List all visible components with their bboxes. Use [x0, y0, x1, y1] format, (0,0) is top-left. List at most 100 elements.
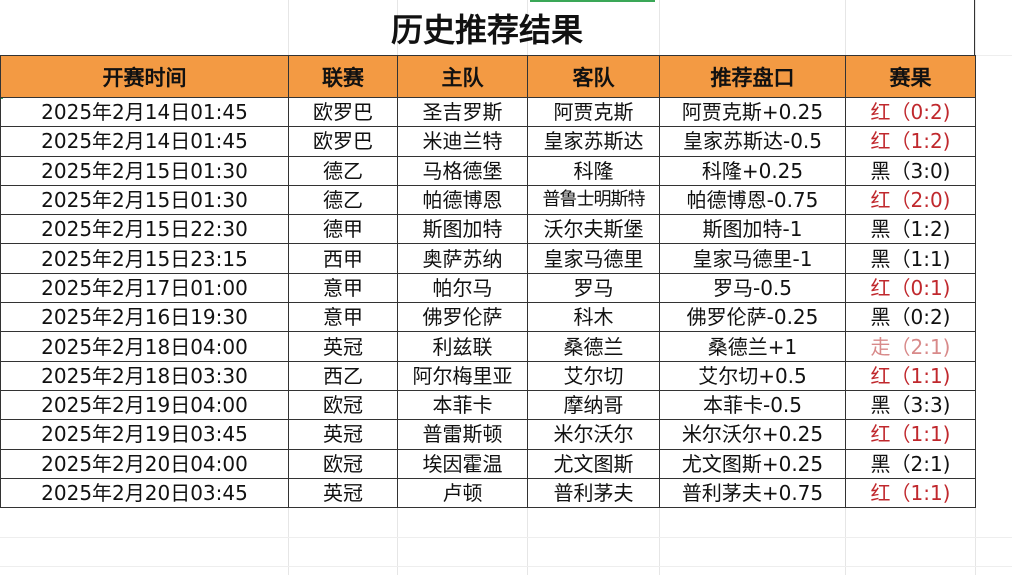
- cell-result[interactable]: 黑（1:1): [845, 243, 976, 274]
- cell-league[interactable]: 欧罗巴: [288, 126, 398, 157]
- header-pick[interactable]: 推荐盘口: [659, 55, 846, 98]
- cell-away[interactable]: 阿贾克斯: [527, 96, 660, 128]
- cell-league[interactable]: 英冠: [288, 419, 398, 450]
- cell-league[interactable]: 欧冠: [288, 448, 398, 479]
- cell-home[interactable]: 马格德堡: [397, 155, 528, 186]
- cell-result[interactable]: 红（1:1): [845, 477, 976, 509]
- cell-pick[interactable]: 米尔沃尔+0.25: [659, 419, 846, 450]
- cell-result[interactable]: 红（1:2): [845, 126, 976, 157]
- cell-away[interactable]: 尤文图斯: [527, 448, 660, 479]
- table-row: 2025年2月16日19:30 意甲 佛罗伦萨 科木 佛罗伦萨-0.25 黑（0:2): [0, 302, 976, 333]
- cell-away[interactable]: 艾尔切: [527, 360, 660, 391]
- cell-home[interactable]: 圣吉罗斯: [397, 96, 528, 128]
- header-home[interactable]: 主队: [397, 55, 528, 98]
- cell-league[interactable]: 意甲: [288, 272, 398, 304]
- grid-line: [0, 566, 1012, 567]
- cell-pick[interactable]: 艾尔切+0.5: [659, 360, 846, 391]
- cell-home[interactable]: 帕尔马: [397, 272, 528, 304]
- table-row: 2025年2月18日04:00 英冠 利兹联 桑德兰 桑德兰+1 走（2:1): [0, 331, 976, 362]
- cell-pick[interactable]: 皇家马德里-1: [659, 243, 846, 274]
- cell-away[interactable]: 摩纳哥: [527, 389, 660, 421]
- cell-away[interactable]: 皇家苏斯达: [527, 126, 660, 157]
- cell-league[interactable]: 英冠: [288, 477, 398, 509]
- cell-pick[interactable]: 帕德博恩-0.75: [659, 184, 846, 216]
- cell-time[interactable]: 2025年2月15日01:30: [0, 184, 289, 216]
- cell-result[interactable]: 红（1:1): [845, 419, 976, 450]
- cell-time[interactable]: 2025年2月15日01:30: [0, 155, 289, 186]
- cell-away[interactable]: 普利茅夫: [527, 477, 660, 509]
- cell-league[interactable]: 西乙: [288, 360, 398, 391]
- sheet-title[interactable]: 历史推荐结果: [0, 0, 975, 55]
- cell-league[interactable]: 德乙: [288, 184, 398, 216]
- cell-away[interactable]: 皇家马德里: [527, 243, 660, 274]
- cell-result[interactable]: 红（0:1): [845, 272, 976, 304]
- table-row: 2025年2月14日01:45 欧罗巴 米迪兰特 皇家苏斯达 皇家苏斯达-0.5 红（1:…: [0, 126, 976, 157]
- header-result[interactable]: 赛果: [845, 55, 976, 98]
- table-row: 2025年2月18日03:30 西乙 阿尔梅里亚 艾尔切 艾尔切+0.5 红（1:1): [0, 360, 976, 391]
- cell-home[interactable]: 斯图加特: [397, 214, 528, 245]
- cell-time[interactable]: 2025年2月18日03:30: [0, 360, 289, 391]
- cell-home[interactable]: 帕德博恩: [397, 184, 528, 216]
- cell-home[interactable]: 阿尔梅里亚: [397, 360, 528, 391]
- cell-league[interactable]: 意甲: [288, 302, 398, 333]
- cell-time[interactable]: 2025年2月15日23:15: [0, 243, 289, 274]
- cell-league[interactable]: 欧冠: [288, 389, 398, 421]
- cell-pick[interactable]: 尤文图斯+0.25: [659, 448, 846, 479]
- cell-away[interactable]: 科木: [527, 302, 660, 333]
- cell-time[interactable]: 2025年2月14日01:45: [0, 126, 289, 157]
- cell-home[interactable]: 米迪兰特: [397, 126, 528, 157]
- cell-time[interactable]: 2025年2月19日03:45: [0, 419, 289, 450]
- cell-time[interactable]: 2025年2月19日04:00: [0, 389, 289, 421]
- cell-away[interactable]: 科隆: [527, 155, 660, 186]
- cell-league[interactable]: 德甲: [288, 214, 398, 245]
- cell-result[interactable]: 红（1:1): [845, 360, 976, 391]
- cell-pick[interactable]: 桑德兰+1: [659, 331, 846, 362]
- cell-time[interactable]: 2025年2月15日22:30: [0, 214, 289, 245]
- cell-time[interactable]: 2025年2月16日19:30: [0, 302, 289, 333]
- cell-home[interactable]: 埃因霍温: [397, 448, 528, 479]
- cell-result[interactable]: 红（0:2): [845, 96, 976, 128]
- header-time[interactable]: 开赛时间: [0, 55, 289, 98]
- cell-away[interactable]: 普鲁士明斯特: [527, 184, 660, 216]
- cell-pick[interactable]: 科隆+0.25: [659, 155, 846, 186]
- cell-result[interactable]: 黑（3:0): [845, 155, 976, 186]
- cell-away[interactable]: 罗马: [527, 272, 660, 304]
- cell-pick[interactable]: 阿贾克斯+0.25: [659, 96, 846, 128]
- cell-pick[interactable]: 普利茅夫+0.75: [659, 477, 846, 509]
- header-league[interactable]: 联赛: [288, 55, 398, 98]
- cell-league[interactable]: 德乙: [288, 155, 398, 186]
- grid-line: [0, 537, 1012, 538]
- cell-result[interactable]: 黑（1:2): [845, 214, 976, 245]
- cell-time[interactable]: 2025年2月14日01:45: [0, 96, 289, 128]
- cell-away[interactable]: 沃尔夫斯堡: [527, 214, 660, 245]
- cell-pick[interactable]: 斯图加特-1: [659, 214, 846, 245]
- cell-result[interactable]: 黑（3:3): [845, 389, 976, 421]
- cell-time[interactable]: 2025年2月18日04:00: [0, 331, 289, 362]
- cell-home[interactable]: 佛罗伦萨: [397, 302, 528, 333]
- cell-away[interactable]: 米尔沃尔: [527, 419, 660, 450]
- cell-home[interactable]: 普雷斯顿: [397, 419, 528, 450]
- cell-home[interactable]: 奥萨苏纳: [397, 243, 528, 274]
- table-row: 2025年2月19日04:00 欧冠 本菲卡 摩纳哥 本菲卡-0.5 黑（3:3): [0, 389, 976, 421]
- cell-time[interactable]: 2025年2月17日01:00: [0, 272, 289, 304]
- cell-result[interactable]: 走（2:1): [845, 331, 976, 362]
- header-away[interactable]: 客队: [527, 55, 660, 98]
- cell-league[interactable]: 欧罗巴: [288, 96, 398, 128]
- cell-pick[interactable]: 皇家苏斯达-0.5: [659, 126, 846, 157]
- cell-result[interactable]: 红（2:0): [845, 184, 976, 216]
- cell-pick[interactable]: 本菲卡-0.5: [659, 389, 846, 421]
- results-table: 开赛时间 联赛 主队 客队 推荐盘口 赛果 2025年2月14日01:45 欧罗巴…: [0, 55, 976, 509]
- cell-time[interactable]: 2025年2月20日04:00: [0, 448, 289, 479]
- cell-pick[interactable]: 罗马-0.5: [659, 272, 846, 304]
- cell-time[interactable]: 2025年2月20日03:45: [0, 477, 289, 509]
- cell-home[interactable]: 本菲卡: [397, 389, 528, 421]
- cell-league[interactable]: 英冠: [288, 331, 398, 362]
- cell-result[interactable]: 黑（0:2): [845, 302, 976, 333]
- cell-league[interactable]: 西甲: [288, 243, 398, 274]
- cell-home[interactable]: 卢顿: [397, 477, 528, 509]
- cell-away[interactable]: 桑德兰: [527, 331, 660, 362]
- cell-result[interactable]: 黑（2:1): [845, 448, 976, 479]
- cell-pick[interactable]: 佛罗伦萨-0.25: [659, 302, 846, 333]
- table-row: 2025年2月17日01:00 意甲 帕尔马 罗马 罗马-0.5 红（0:1): [0, 272, 976, 304]
- cell-home[interactable]: 利兹联: [397, 331, 528, 362]
